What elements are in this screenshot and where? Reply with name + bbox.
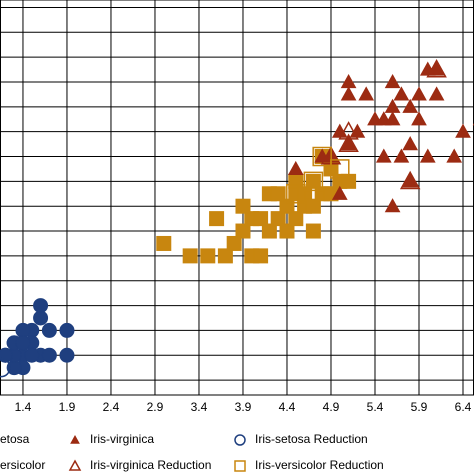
x-tick-label: 1.4 [15, 400, 32, 414]
x-tick-label: 4.4 [279, 400, 296, 414]
point [358, 86, 375, 101]
legend-label: etosa [0, 432, 30, 446]
x-tick-label: 3.9 [235, 400, 252, 414]
point [331, 185, 348, 200]
point [235, 223, 251, 239]
legend-marker [68, 459, 82, 471]
plot-area [0, 0, 474, 396]
point [286, 184, 306, 204]
point [312, 146, 332, 167]
point [253, 248, 269, 264]
x-tick-label: 2.4 [103, 400, 120, 414]
point [446, 148, 463, 163]
point [156, 235, 172, 251]
point [338, 121, 359, 140]
point [253, 211, 269, 227]
point [0, 357, 11, 378]
legend-label: Iris-virginica [90, 432, 154, 446]
point [287, 160, 304, 176]
x-tick-label: 2.9 [147, 400, 164, 414]
point [330, 159, 350, 179]
x-tick-label: 5.9 [411, 400, 428, 414]
legend-label: Iris-setosa Reduction [255, 432, 368, 446]
point [384, 73, 401, 89]
x-tick-label: 6.4 [455, 400, 472, 414]
point [399, 170, 421, 190]
x-tick-label: 5.4 [367, 400, 384, 414]
point [305, 223, 321, 239]
point [340, 73, 357, 89]
point [411, 86, 427, 101]
x-tick-label: 1.9 [59, 400, 76, 414]
x-tick-label: 4.9 [323, 400, 340, 414]
legend-label: Iris-versicolor Reduction [255, 458, 384, 472]
point [426, 59, 447, 78]
legend-marker [234, 460, 246, 472]
point [270, 186, 286, 202]
point [375, 148, 392, 163]
point [200, 248, 216, 264]
point [59, 347, 75, 363]
point [288, 211, 304, 227]
point [393, 148, 410, 163]
point [217, 248, 233, 264]
point [305, 173, 321, 189]
point [279, 223, 295, 239]
legend-label: Iris-virginica Reduction [90, 458, 211, 472]
point [235, 198, 251, 214]
point [33, 298, 49, 314]
legend-label: ersicolor [0, 458, 45, 472]
point [340, 86, 357, 101]
point [428, 86, 445, 101]
legend-marker [234, 434, 246, 446]
point [402, 173, 419, 188]
point [305, 198, 321, 214]
legend-marker [70, 434, 80, 444]
point [59, 322, 75, 338]
point [402, 98, 419, 113]
point [182, 248, 198, 264]
x-tick-label: 3.4 [191, 400, 208, 414]
point [455, 123, 471, 138]
point [340, 136, 357, 151]
point [288, 173, 304, 189]
point [226, 235, 242, 251]
point [261, 223, 277, 239]
point [33, 310, 49, 326]
point [303, 171, 324, 192]
point [384, 198, 401, 213]
point [393, 86, 410, 101]
point [270, 211, 286, 227]
point [24, 347, 40, 363]
point [419, 148, 436, 163]
point [384, 111, 401, 126]
point [15, 335, 31, 351]
point [41, 347, 57, 363]
point [209, 211, 225, 227]
point [15, 322, 31, 338]
point [41, 322, 57, 338]
point [411, 111, 427, 126]
point [402, 136, 419, 151]
point [338, 133, 359, 153]
